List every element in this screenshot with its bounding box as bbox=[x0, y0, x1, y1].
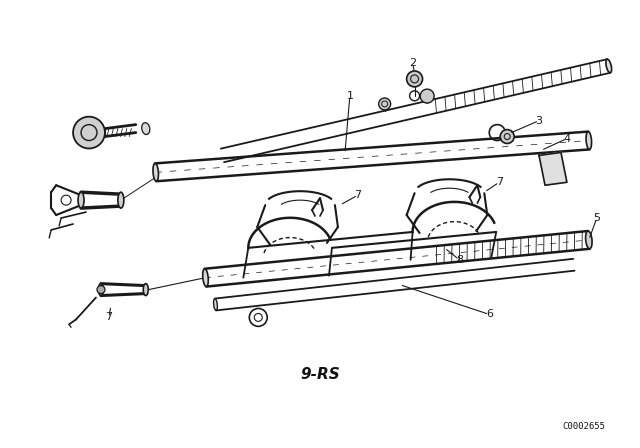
Circle shape bbox=[420, 89, 434, 103]
Circle shape bbox=[500, 129, 514, 143]
Ellipse shape bbox=[153, 164, 159, 181]
Text: 1: 1 bbox=[346, 91, 353, 101]
Ellipse shape bbox=[586, 132, 591, 150]
Text: 9-RS: 9-RS bbox=[300, 366, 340, 382]
Text: 5: 5 bbox=[593, 213, 600, 223]
Ellipse shape bbox=[141, 123, 150, 134]
Ellipse shape bbox=[118, 192, 124, 208]
Text: 8: 8 bbox=[456, 255, 463, 265]
Text: 7: 7 bbox=[106, 312, 113, 323]
Circle shape bbox=[97, 286, 105, 293]
Text: 3: 3 bbox=[536, 116, 543, 125]
Text: C0002655: C0002655 bbox=[563, 422, 605, 431]
Text: 4: 4 bbox=[563, 134, 570, 143]
Circle shape bbox=[73, 116, 105, 148]
Ellipse shape bbox=[99, 284, 104, 296]
Ellipse shape bbox=[78, 192, 84, 208]
Ellipse shape bbox=[606, 59, 612, 73]
Circle shape bbox=[379, 98, 390, 110]
Ellipse shape bbox=[586, 231, 592, 249]
Circle shape bbox=[406, 71, 422, 87]
Ellipse shape bbox=[203, 269, 208, 287]
Text: 7: 7 bbox=[355, 190, 362, 200]
Text: 6: 6 bbox=[486, 310, 493, 319]
Ellipse shape bbox=[143, 284, 148, 296]
Text: 7: 7 bbox=[495, 177, 503, 187]
Polygon shape bbox=[539, 152, 567, 185]
Ellipse shape bbox=[214, 298, 218, 310]
Text: 2: 2 bbox=[409, 58, 416, 68]
